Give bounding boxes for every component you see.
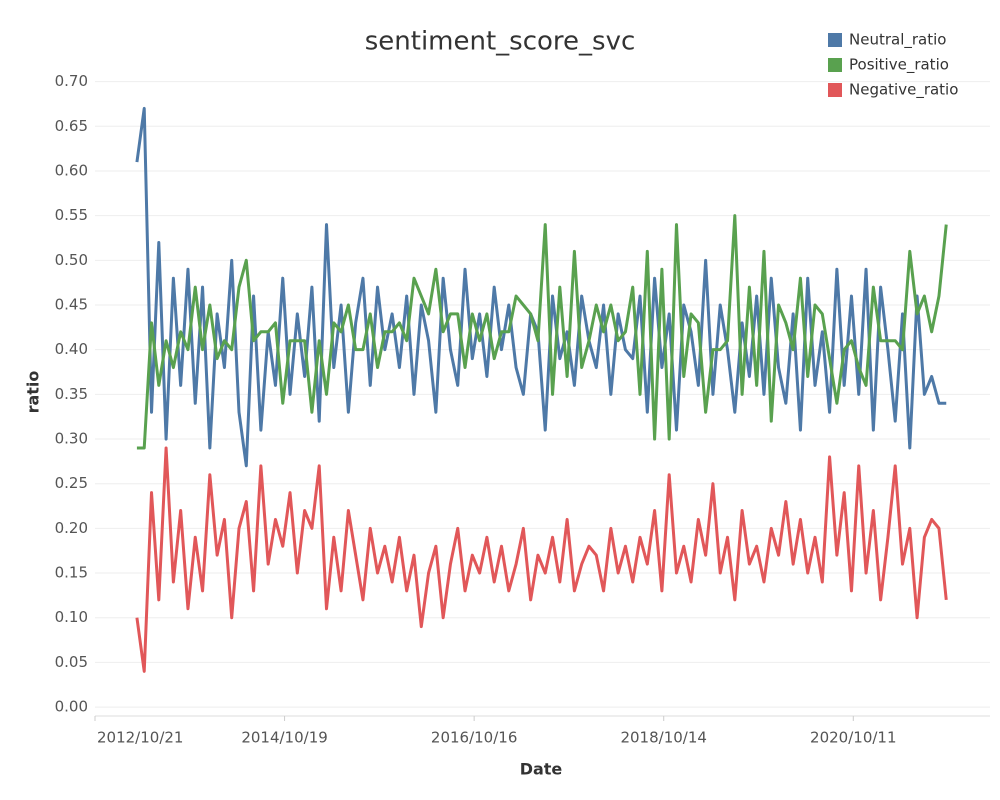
y-tick-label: 0.15 xyxy=(55,564,88,582)
x-axis-title: Date xyxy=(520,760,563,779)
y-tick-label: 0.25 xyxy=(55,474,88,492)
y-tick-label: 0.35 xyxy=(55,385,88,403)
x-tick-label: 2016/10/16 xyxy=(431,729,517,747)
legend-swatch xyxy=(828,33,842,47)
legend-label: Positive_ratio xyxy=(849,56,949,75)
x-tick-label: 2020/10/11 xyxy=(810,729,896,747)
y-tick-label: 0.05 xyxy=(55,653,88,671)
y-tick-label: 0.65 xyxy=(55,117,88,135)
y-tick-label: 0.55 xyxy=(55,206,88,224)
y-tick-label: 0.40 xyxy=(55,340,88,358)
y-tick-label: 0.00 xyxy=(55,698,88,716)
chart-title: sentiment_score_svc xyxy=(365,27,636,57)
y-tick-label: 0.10 xyxy=(55,608,88,626)
y-axis-title: ratio xyxy=(24,371,43,414)
legend-label: Neutral_ratio xyxy=(849,31,946,50)
legend-label: Negative_ratio xyxy=(849,81,958,100)
y-tick-label: 0.20 xyxy=(55,519,88,537)
x-tick-label: 2018/10/14 xyxy=(620,729,706,747)
series-line xyxy=(135,446,948,673)
y-tick-label: 0.30 xyxy=(55,430,88,448)
series-line xyxy=(136,214,948,450)
x-tick-label: 2012/10/21 xyxy=(97,729,183,747)
legend-swatch xyxy=(828,83,842,97)
legend-swatch xyxy=(828,58,842,72)
x-tick-label: 2014/10/19 xyxy=(241,729,327,747)
y-tick-label: 0.60 xyxy=(55,161,88,179)
y-tick-label: 0.70 xyxy=(55,72,88,90)
y-tick-label: 0.50 xyxy=(55,251,88,269)
y-tick-label: 0.45 xyxy=(55,295,88,313)
